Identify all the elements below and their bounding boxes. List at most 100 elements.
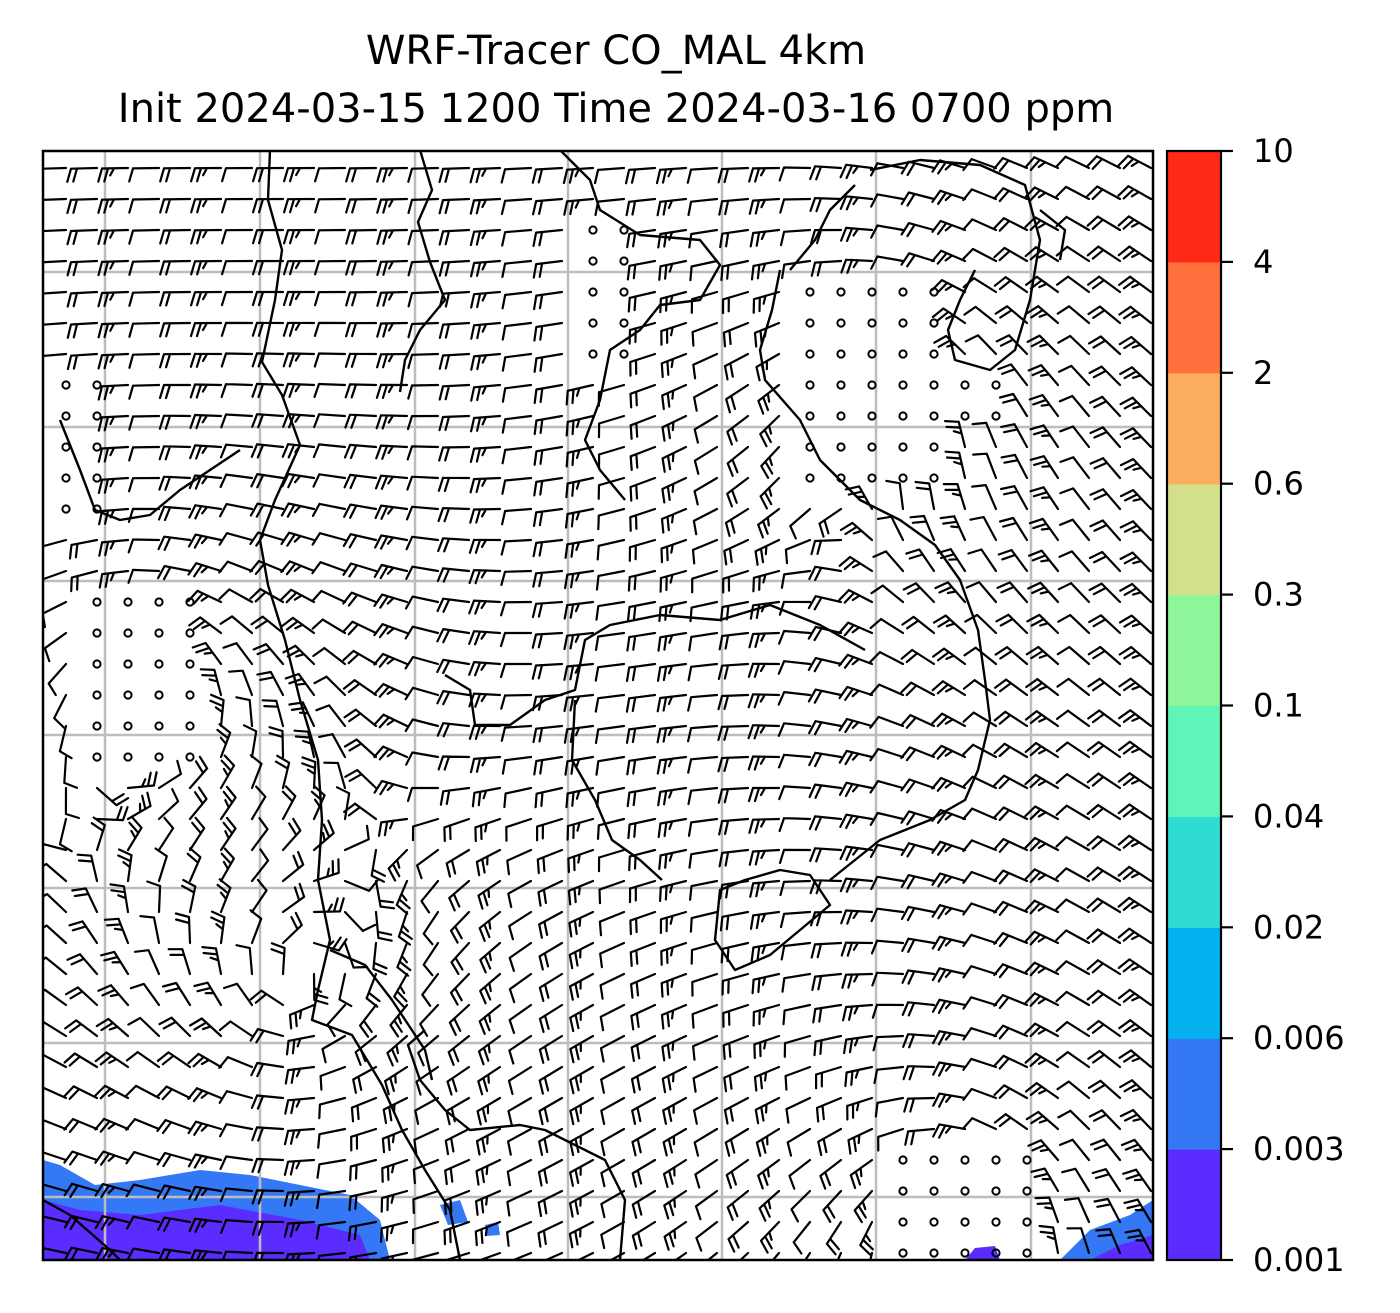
- wind-barb: [804, 1251, 812, 1260]
- wind-barb: [98, 507, 130, 526]
- wind-barb: [873, 1065, 905, 1085]
- wind-barb: [501, 290, 533, 310]
- wind-barb: [849, 1158, 874, 1190]
- wind-barb: [437, 476, 471, 492]
- wind-barb: [1119, 582, 1153, 604]
- wind-barb: [188, 616, 223, 635]
- wind-barb: [754, 538, 781, 566]
- wind-barb: [1057, 582, 1091, 604]
- wind-barb: [342, 679, 378, 697]
- wind-barb: [468, 630, 502, 646]
- wind-barb: [470, 321, 502, 340]
- wind-barb: [726, 476, 750, 508]
- wind-barb: [421, 972, 440, 1007]
- calm-wind-marker: [867, 473, 877, 483]
- wind-barb: [657, 817, 688, 839]
- wind-barb: [98, 569, 130, 589]
- wind-barb: [936, 548, 967, 573]
- calm-wind-marker: [836, 473, 846, 483]
- wind-barb: [97, 352, 130, 370]
- wind-barb: [501, 476, 533, 495]
- wind-barb: [778, 785, 812, 801]
- wind-barb: [596, 786, 626, 808]
- wind-barb: [43, 290, 68, 295]
- wind-barb: [1117, 896, 1153, 914]
- wind-barb: [373, 593, 409, 609]
- wind-barb: [625, 197, 657, 217]
- wind-barb: [506, 1189, 533, 1217]
- wind-barb: [661, 414, 688, 442]
- wind-barb: [285, 1034, 316, 1056]
- wind-barb: [565, 786, 595, 809]
- wind-barb: [944, 420, 967, 449]
- wind-barb: [436, 597, 471, 613]
- wind-barb: [94, 1084, 130, 1100]
- wind-barb: [419, 1003, 440, 1037]
- calm-wind-marker: [991, 1155, 1001, 1165]
- wind-barb: [376, 290, 409, 307]
- wind-barb: [810, 910, 843, 927]
- wind-barb: [662, 1127, 688, 1157]
- wind-barb: [748, 197, 781, 215]
- wind-barb: [844, 485, 874, 511]
- wind-barb: [343, 473, 378, 490]
- wind-barb: [568, 1220, 595, 1249]
- wind-barb: [656, 662, 688, 682]
- wind-barb: [343, 738, 378, 759]
- wind-barb: [250, 878, 268, 914]
- wind-barb: [838, 685, 874, 701]
- wind-barb: [128, 197, 161, 214]
- wind-barb: [1059, 456, 1091, 480]
- wind-barb: [808, 720, 843, 736]
- wind-barb: [468, 692, 502, 708]
- wind-barb: [68, 920, 99, 945]
- wind-barb: [436, 658, 471, 675]
- wind-barb: [778, 166, 812, 182]
- wind-barb: [747, 693, 781, 709]
- wind-barb: [1058, 550, 1091, 573]
- wind-barb: [901, 937, 936, 953]
- wind-barb: [281, 443, 316, 459]
- wind-barb: [210, 910, 226, 945]
- calm-wind-marker: [960, 1155, 970, 1165]
- wind-barb: [157, 759, 182, 790]
- wind-barb: [1055, 898, 1091, 914]
- wind-barb: [219, 503, 254, 518]
- wind-barb: [477, 879, 502, 910]
- wind-barb: [691, 321, 719, 347]
- wind-barb: [443, 1220, 471, 1246]
- wind-barb: [877, 1127, 905, 1152]
- wind-barb: [312, 936, 348, 952]
- wind-barb: [373, 652, 409, 668]
- wind-barb: [687, 724, 719, 743]
- wind-barb: [249, 909, 263, 945]
- wind-barb: [252, 643, 285, 666]
- wind-barb: [993, 806, 1029, 822]
- wind-barb: [284, 672, 316, 697]
- wind-barb: [43, 1053, 68, 1069]
- wind-barb: [1089, 395, 1122, 418]
- wind-barb: [285, 1251, 316, 1260]
- wind-barb: [343, 443, 378, 460]
- wind-barb: [598, 910, 626, 937]
- wind-barb: [63, 1214, 99, 1231]
- wind-barb: [1118, 1049, 1153, 1069]
- wind-barb: [565, 445, 595, 468]
- wind-barb: [846, 1096, 874, 1121]
- wind-barb: [313, 675, 347, 697]
- wind-barb: [343, 824, 370, 852]
- wind-barb: [506, 848, 533, 876]
- wind-barb: [777, 691, 812, 706]
- wind-barb: [189, 1249, 223, 1260]
- wind-barb: [564, 538, 595, 559]
- wind-barb: [505, 817, 533, 842]
- wind-barb: [438, 197, 471, 215]
- calm-wind-marker: [805, 380, 815, 390]
- wind-barb: [43, 228, 68, 233]
- wind-barb: [900, 810, 936, 826]
- wind-barb: [221, 259, 254, 276]
- wind-barb: [508, 941, 533, 972]
- wind-barb: [1086, 959, 1122, 976]
- wind-barb: [825, 1220, 843, 1256]
